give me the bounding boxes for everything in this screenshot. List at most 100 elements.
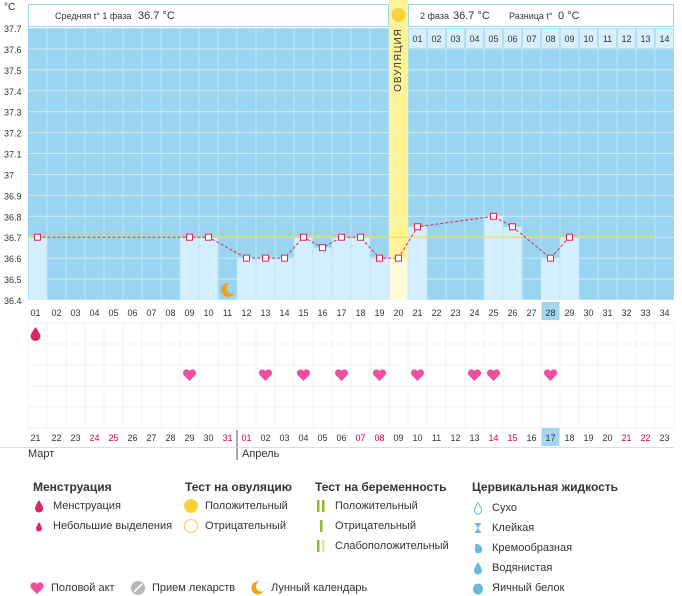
- cycle-day-number: 10: [203, 308, 213, 318]
- month-label: Апрель: [242, 448, 280, 460]
- y-tick-label: 36.9: [4, 191, 22, 201]
- legend-cervical-eggwhite: Яичный белок: [470, 580, 564, 596]
- calendar-date: 30: [203, 433, 213, 443]
- drop-outline-icon: [470, 500, 486, 516]
- post-ovulation-day-cell: [560, 28, 579, 49]
- temperature-bar: [237, 258, 256, 300]
- temperature-point: [376, 254, 383, 262]
- cycle-day-number: 16: [317, 308, 327, 318]
- post-ovulation-day-cell: [617, 28, 636, 49]
- y-tick-label: 36.4: [4, 296, 22, 306]
- temperature-line: [37, 215, 570, 259]
- cycle-day-number: 12: [241, 308, 251, 318]
- post-ovulation-day-number: 13: [640, 34, 650, 44]
- temperature-point: [300, 233, 307, 241]
- calendar-date: 08: [374, 433, 384, 443]
- temperature-bar: [332, 237, 351, 300]
- post-ovulation-day-number: 12: [621, 34, 631, 44]
- legend-medication-label: Прием лекарств: [152, 582, 236, 594]
- cycle-day-number: 14: [279, 308, 289, 318]
- legend-pregnancy-faint-label: Слабоположительный: [335, 540, 449, 552]
- y-tick-label: 36.6: [4, 254, 22, 264]
- heart-icon: [29, 580, 45, 596]
- legend-cervical-sticky: Клейкая: [470, 520, 534, 536]
- legend-intercourse: Половой акт: [29, 580, 115, 596]
- temperature-point: [547, 254, 554, 262]
- post-ovulation-day-number: 08: [545, 34, 555, 44]
- calendar-date: 06: [336, 433, 346, 443]
- today-date-highlight: [541, 428, 560, 446]
- cycle-day-number: 34: [659, 308, 669, 318]
- circle-outline-icon: [183, 518, 199, 534]
- post-ovulation-day-number: 04: [469, 34, 479, 44]
- intercourse-heart-icon: [334, 369, 349, 381]
- intercourse-heart-icon: [372, 369, 387, 381]
- calendar-date: 16: [526, 433, 536, 443]
- legend-pregnancy-positive: Положительный: [313, 498, 418, 514]
- cycle-day-number: 04: [89, 308, 99, 318]
- temperature-point: [281, 254, 288, 262]
- y-tick-label: 37.2: [4, 129, 22, 139]
- calendar-date: 12: [450, 433, 460, 443]
- post-ovulation-day-cell: [655, 28, 674, 49]
- post-ovulation-day-cell: [503, 28, 522, 49]
- post-ovulation-day-cell: [408, 28, 427, 49]
- y-tick-label: 37.6: [4, 45, 22, 55]
- calendar-date: 27: [146, 433, 156, 443]
- calendar-date: 07: [355, 433, 365, 443]
- post-ovulation-day-number: 05: [488, 34, 498, 44]
- legend-cervical-sticky-label: Клейкая: [492, 522, 535, 534]
- calendar-date: 28: [165, 433, 175, 443]
- legend-light-spotting-label: Небольшие выделения: [53, 520, 173, 532]
- calendar-date: 17: [545, 433, 555, 443]
- post-ovulation-day-number: 09: [564, 34, 574, 44]
- circle-filled-icon: [183, 498, 199, 514]
- temperature-bar: [275, 258, 294, 300]
- post-ovulation-day-cell: [484, 28, 503, 49]
- calendar-date: 21: [30, 433, 40, 443]
- post-ovulation-day-number: 11: [603, 34, 612, 44]
- temperature-bar: [541, 258, 560, 300]
- post-ovulation-day-number: 02: [431, 34, 441, 44]
- temperature-bar: [180, 237, 199, 300]
- egg-white-icon: [470, 580, 486, 596]
- intercourse-heart-icon: [486, 369, 501, 381]
- legend-cervical-eggwhite-label: Яичный белок: [492, 582, 565, 594]
- post-ovulation-day-cell: [579, 28, 598, 49]
- post-ovulation-day-number: 03: [450, 34, 460, 44]
- phase1-value: 36.7 °C: [138, 10, 175, 22]
- post-ovulation-day-cell: [522, 28, 541, 49]
- cycle-day-number: 11: [223, 308, 232, 318]
- hourglass-icon: [470, 520, 486, 536]
- post-ovulation-day-number: 07: [526, 34, 536, 44]
- legend-menstruation: Менструация: [31, 498, 121, 514]
- calendar-date: 13: [469, 433, 479, 443]
- cycle-day-number: 06: [127, 308, 137, 318]
- legend-medication: Прием лекарств: [130, 580, 235, 596]
- calendar-date: 10: [412, 433, 422, 443]
- y-tick-label: 37: [4, 170, 14, 180]
- calendar-date: 05: [317, 433, 327, 443]
- legend-ovulation-test-title: Тест на овуляцию: [185, 480, 292, 494]
- ovulation-temperature-bar: [390, 258, 407, 300]
- temperature-bar: [351, 237, 370, 300]
- water-drop-icon: [470, 560, 486, 576]
- temperature-point: [395, 254, 402, 262]
- temperature-point: [509, 223, 516, 231]
- post-ovulation-day-cell: [541, 28, 560, 49]
- calendar-date: 20: [602, 433, 612, 443]
- small-drop-icon: [31, 518, 47, 534]
- temperature-point: [490, 212, 497, 220]
- calendar-date: 21: [621, 433, 631, 443]
- ovulation-sun-icon: [391, 8, 406, 22]
- legend-cervical-title: Цервикальная жидкость: [472, 480, 619, 494]
- legend-cervical-watery-label: Водянистая: [492, 562, 553, 574]
- calendar-date: 23: [659, 433, 669, 443]
- cycle-day-number: 13: [260, 308, 270, 318]
- temperature-bar: [560, 237, 579, 300]
- y-tick-label: 37.7: [4, 24, 22, 34]
- cycle-day-number: 03: [70, 308, 80, 318]
- month-label: Март: [28, 448, 54, 460]
- temperature-point: [566, 233, 573, 241]
- temperature-point: [338, 233, 345, 241]
